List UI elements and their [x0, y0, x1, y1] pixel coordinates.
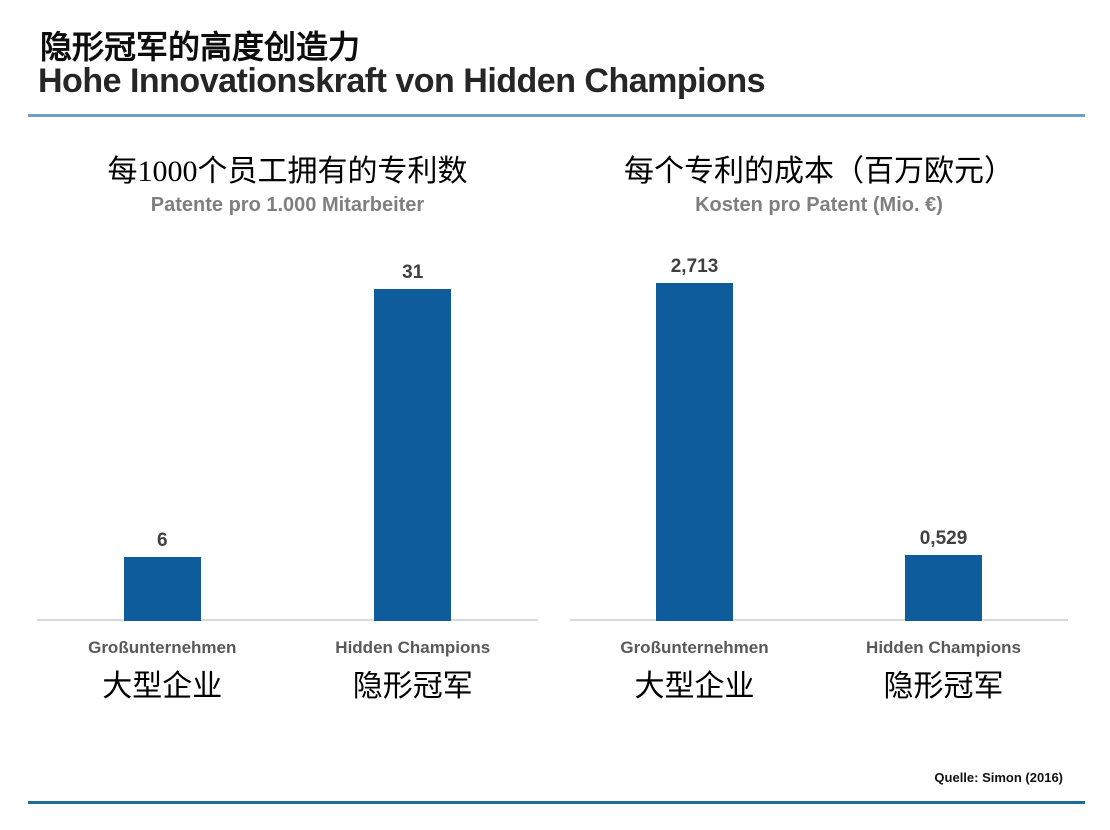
- chart-subtitle-german: Kosten pro Patent (Mio. €): [695, 194, 943, 216]
- category-grossunternehmen: Großunternehmen 大型企业: [570, 621, 819, 705]
- slide-title-chinese: 隐形冠军的高度创造力: [40, 29, 361, 65]
- category-label-german: Hidden Champions: [866, 638, 1021, 657]
- source-credit: Quelle: Simon (2016): [934, 770, 1063, 785]
- category-label-chinese: 隐形冠军: [883, 670, 1004, 703]
- bar-grossunternehmen: [656, 283, 733, 621]
- chart-title-chinese: 每1000个员工拥有的专利数: [107, 155, 468, 188]
- bar-value-label: 31: [402, 262, 424, 283]
- category-labels: Großunternehmen 大型企业 Hidden Champions 隐形…: [570, 621, 1068, 716]
- bar-grossunternehmen: [123, 557, 201, 621]
- bar-hidden-champions: [374, 289, 452, 621]
- bar-group-hidden-champions: 0,529: [864, 528, 1024, 621]
- category-label-german: Großunternehmen: [88, 638, 237, 657]
- bar-value-label: 2,713: [670, 256, 719, 277]
- x-axis-line: [570, 619, 1068, 621]
- category-label-chinese: 大型企业: [634, 670, 755, 703]
- bar-group-hidden-champions: 31: [333, 262, 493, 621]
- category-label-german: Großunternehmen: [620, 638, 769, 657]
- top-divider-line: [28, 114, 1085, 117]
- plot-area: 2,713 0,529: [570, 220, 1068, 621]
- chart-cost-per-patent: 每个专利的成本（百万欧元） Kosten pro Patent (Mio. €)…: [570, 152, 1068, 716]
- plot-area: 6 31: [37, 220, 538, 621]
- x-axis-line: [37, 619, 538, 621]
- chart-patents-per-1000-employees: 每1000个员工拥有的专利数 Patente pro 1.000 Mitarbe…: [37, 152, 538, 716]
- bar-hidden-champions: [905, 555, 982, 621]
- category-label-chinese: 隐形冠军: [352, 670, 473, 703]
- chart-subtitle-german: Patente pro 1.000 Mitarbeiter: [150, 194, 425, 216]
- bar-group-grossunternehmen: 6: [82, 530, 242, 621]
- bar-group-grossunternehmen: 2,713: [615, 256, 775, 621]
- category-label-german: Hidden Champions: [335, 638, 491, 657]
- category-labels: Großunternehmen 大型企业 Hidden Champions 隐形…: [37, 621, 538, 716]
- category-label-chinese: 大型企业: [102, 670, 223, 703]
- category-hidden-champions: Hidden Champions 隐形冠军: [819, 621, 1068, 705]
- bar-value-label: 6: [156, 530, 168, 551]
- chart-title-chinese: 每个专利的成本（百万欧元）: [624, 155, 1014, 188]
- category-grossunternehmen: Großunternehmen 大型企业: [37, 621, 288, 705]
- slide-title-german: Hohe Innovationskraft von Hidden Champio…: [38, 62, 766, 100]
- bar-value-label: 0,529: [919, 528, 968, 549]
- bottom-divider-line: [28, 801, 1085, 804]
- category-hidden-champions: Hidden Champions 隐形冠军: [288, 621, 539, 705]
